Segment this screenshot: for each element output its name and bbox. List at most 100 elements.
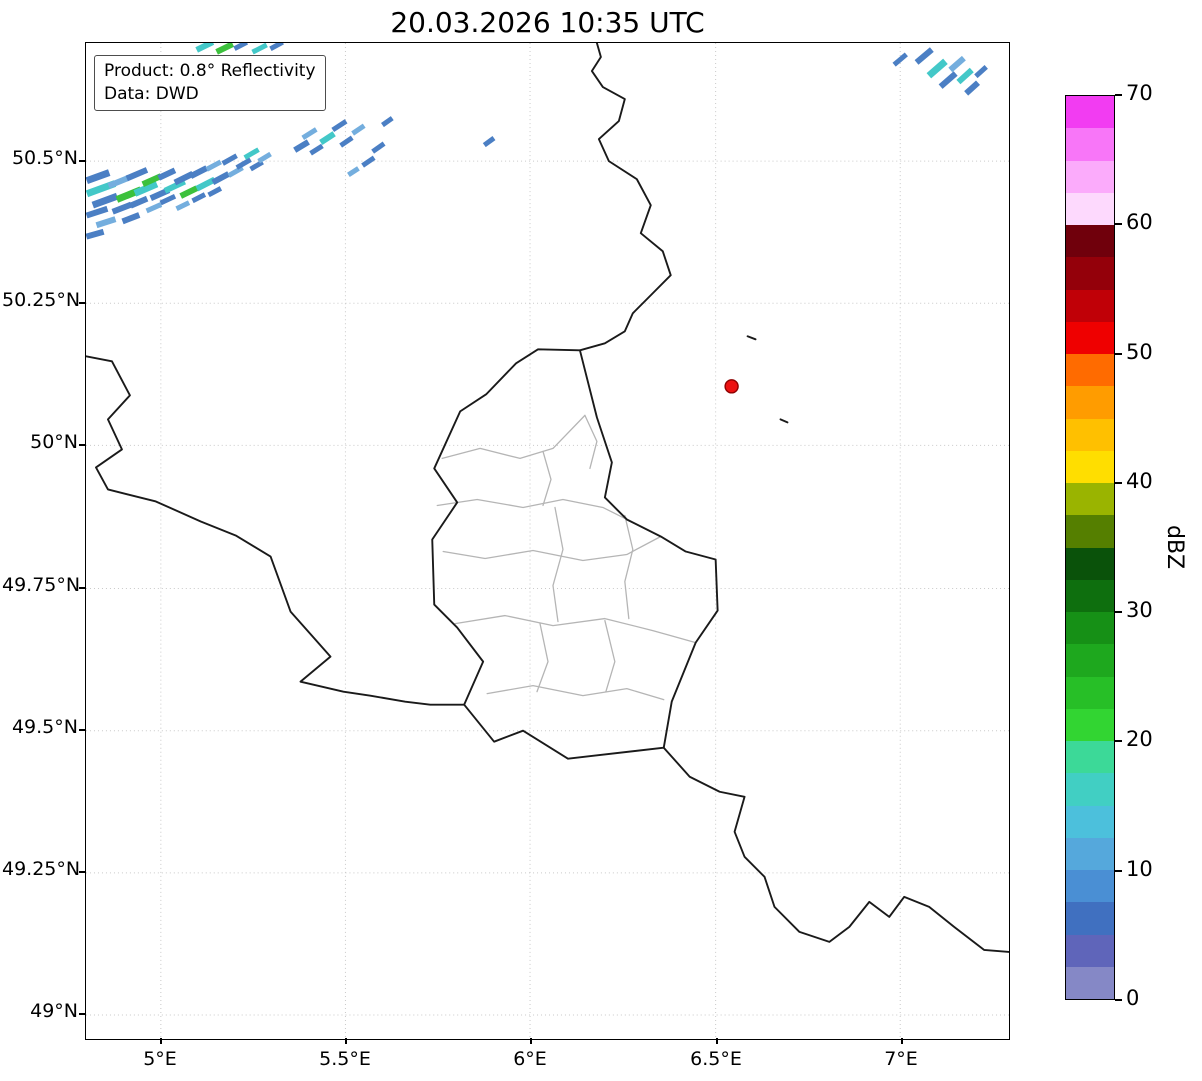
radar-echo-cell — [914, 47, 934, 65]
x-tick-mark — [160, 1038, 162, 1044]
colorbar-tick-mark — [1115, 611, 1122, 614]
colorbar-tick-mark — [1115, 94, 1122, 96]
y-tick-label: 49.75°N — [2, 574, 81, 596]
radar-echo-cell — [179, 185, 199, 199]
y-tick-mark — [79, 1013, 85, 1015]
radar-echo-cell — [211, 171, 231, 186]
radar-echo-cell — [347, 166, 360, 177]
radar-echo-cell — [189, 165, 209, 179]
colorbar-segment — [1066, 773, 1114, 806]
radar-echo-cell — [339, 135, 354, 148]
colorbar-tick-label: 70 — [1126, 81, 1153, 105]
radar-echo-cell — [892, 52, 908, 67]
colorbar-segment — [1066, 257, 1114, 290]
country-border-path — [431, 348, 719, 760]
canton-border-path — [604, 619, 616, 693]
colorbar-segment — [1066, 450, 1114, 483]
radar-echo-cell — [926, 58, 948, 79]
colorbar-segment — [1066, 579, 1114, 612]
radar-echo-cell — [482, 136, 496, 148]
radar-echo-cell — [107, 175, 129, 189]
colorbar-tick-label: 30 — [1126, 598, 1153, 623]
colorbar — [1065, 95, 1115, 1000]
colorbar-tick-mark — [1115, 999, 1122, 1001]
x-tick-mark — [716, 1038, 718, 1044]
radar-echo-cell — [111, 201, 133, 215]
radar-echo-cell — [195, 43, 215, 53]
radar-echo-cell — [257, 151, 272, 164]
country-border-path — [578, 43, 672, 352]
radar-echo-cell — [269, 43, 284, 52]
y-tick-mark — [79, 444, 85, 446]
colorbar-tick-label: 60 — [1126, 210, 1153, 235]
colorbar-tick-label: 40 — [1126, 468, 1153, 493]
radar-echo-cell — [243, 147, 260, 160]
radar-echo-cell — [157, 167, 177, 181]
y-tick-label: 50.5°N — [11, 147, 78, 169]
colorbar-tick-mark — [1115, 223, 1122, 226]
radar-echo-cell — [205, 159, 222, 172]
radar-echo-cell — [86, 205, 109, 219]
radar-echo-cell — [191, 192, 207, 204]
y-tick-mark — [79, 160, 85, 162]
radar-echo-cell — [95, 216, 117, 229]
colorbar-segment — [1066, 547, 1114, 580]
colorbar-segment — [1066, 386, 1114, 419]
radar-echo-cell — [233, 43, 249, 51]
map-plot-area: Product: 0.8° Reflectivity Data: DWD — [85, 42, 1010, 1040]
canton-border-path — [441, 414, 586, 460]
y-tick-mark — [79, 302, 85, 304]
radar-echo-cell — [125, 167, 149, 182]
radar-map-svg — [86, 43, 1009, 1039]
radar-echo-cell — [301, 127, 318, 140]
radar-echo-cell — [129, 195, 149, 209]
plot-title: 20.03.2026 10:35 UTC — [390, 6, 705, 39]
colorbar-segment — [1066, 483, 1114, 516]
radar-echo-cell — [948, 55, 966, 73]
colorbar-segment — [1066, 837, 1114, 870]
colorbar-tick-mark — [1115, 352, 1122, 355]
radar-echo-cell — [215, 43, 235, 55]
radar-echo-cell — [173, 171, 195, 186]
y-tick-label: 49.25°N — [2, 858, 81, 880]
y-tick-label: 49.5°N — [11, 716, 78, 738]
radar-echo-cell — [381, 116, 394, 128]
radar-echo-cell — [251, 43, 268, 55]
colorbar-tick-label: 20 — [1126, 727, 1153, 752]
canton-border-path — [436, 498, 628, 521]
radar-echo-cell — [221, 153, 238, 166]
canton-border-path — [454, 614, 697, 644]
radar-echo-cell — [235, 157, 252, 170]
radar-echo-cell — [91, 192, 119, 209]
radar-echo-cell — [331, 119, 348, 133]
y-tick-label: 50.25°N — [2, 289, 81, 311]
colorbar-tick-label: 50 — [1126, 339, 1153, 364]
radar-echo-cell — [195, 176, 216, 192]
y-tick-mark — [79, 871, 85, 873]
x-tick-label: 5°E — [143, 1048, 177, 1070]
radar-echo-cell — [956, 67, 974, 85]
radar-echoes-layer — [86, 43, 988, 240]
radar-site-marker — [724, 379, 739, 394]
y-tick-label: 49°N — [30, 1000, 78, 1022]
colorbar-segment — [1066, 708, 1114, 741]
x-tick-label: 5.5°E — [319, 1048, 371, 1070]
colorbar-segment — [1066, 934, 1114, 967]
colorbar-segment — [1066, 418, 1114, 451]
colorbar-segment — [1066, 741, 1114, 774]
radar-echo-cell — [86, 169, 111, 185]
colorbar-segment — [1066, 128, 1114, 161]
colorbar-segment — [1066, 225, 1114, 258]
colorbar-segment — [1066, 321, 1114, 354]
colorbar-segment — [1066, 644, 1114, 677]
colorbar-segment — [1066, 805, 1114, 838]
x-tick-label: 7°E — [884, 1048, 918, 1070]
y-tick-mark — [79, 587, 85, 589]
radar-echo-cell — [319, 131, 336, 145]
canton-border-path — [486, 684, 665, 701]
colorbar-segment — [1066, 192, 1114, 225]
radar-echo-cell — [175, 200, 191, 211]
y-tick-label: 50°N — [30, 431, 78, 453]
radar-echo-cell — [351, 123, 366, 136]
colorbar-tick-mark — [1115, 481, 1122, 484]
